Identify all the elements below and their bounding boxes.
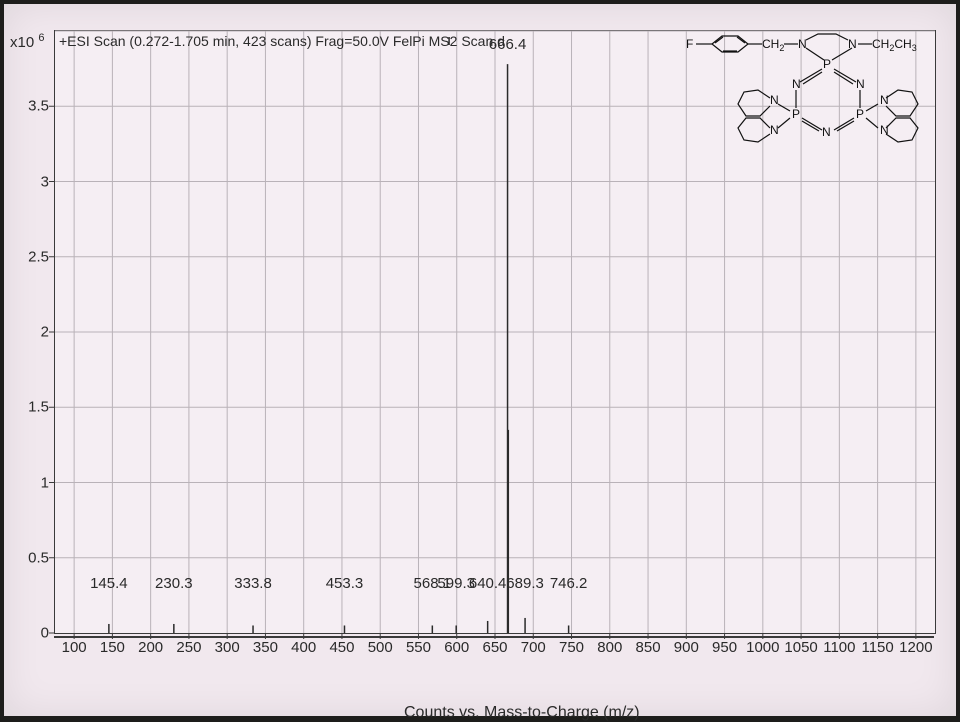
x-tick-label: 100 bbox=[62, 639, 87, 656]
plot-title: +ESI Scan (0.272-1.705 min, 423 scans) F… bbox=[55, 31, 509, 51]
x-tick-label: 250 bbox=[176, 639, 201, 656]
atom-f: F bbox=[686, 37, 693, 51]
x-tick-label: 450 bbox=[329, 639, 354, 656]
y-exp-prefix: x10 bbox=[10, 34, 38, 51]
y-tick-label: 2 bbox=[41, 324, 49, 341]
peak-label: 230.3 bbox=[155, 575, 193, 592]
x-tick-label: 150 bbox=[100, 639, 125, 656]
atom-ch2ch3: CH2CH3 bbox=[872, 37, 917, 53]
y-exp-value: 6 bbox=[38, 32, 44, 44]
x-tick-label: 950 bbox=[712, 639, 737, 656]
x-tick-label: 1050 bbox=[784, 639, 817, 656]
atom-n1: N bbox=[798, 37, 807, 51]
x-tick-label: 750 bbox=[559, 639, 584, 656]
x-tick-label: 650 bbox=[482, 639, 507, 656]
atom-ch2: CH2 bbox=[762, 37, 784, 53]
y-tick-label: 0.5 bbox=[28, 549, 49, 566]
atom-n-pip-ll: N bbox=[770, 123, 779, 137]
x-tick-label: 200 bbox=[138, 639, 163, 656]
baseline-rule bbox=[54, 636, 934, 638]
paper-background: x10 6 +ESI Scan (0.272-1.705 min, 423 sc… bbox=[4, 4, 956, 716]
x-axis-title: Counts vs. Mass-to-Charge (m/z) bbox=[404, 704, 640, 722]
x-tick-label: 850 bbox=[636, 639, 661, 656]
x-tick-label: 300 bbox=[215, 639, 240, 656]
y-axis-exponent: x10 6 bbox=[10, 32, 44, 51]
molecule-svg: F CH2 N N CH2CH3 P N bbox=[684, 34, 934, 174]
x-tick-label: 1150 bbox=[861, 639, 893, 656]
atom-n3: N bbox=[792, 77, 801, 91]
y-tick-label: 3 bbox=[41, 173, 49, 190]
peak-label: 145.4 bbox=[90, 575, 128, 592]
atom-n4: N bbox=[856, 77, 865, 91]
peak-label: 453.3 bbox=[326, 575, 364, 592]
atom-n5: N bbox=[822, 125, 831, 139]
x-tick-label: 350 bbox=[253, 639, 278, 656]
peak-label: 640.4 bbox=[469, 575, 507, 592]
atom-n-pip-ul: N bbox=[770, 93, 779, 107]
peak-label: 333.8 bbox=[234, 575, 272, 592]
x-tick-label: 500 bbox=[368, 639, 393, 656]
atom-p-top: P bbox=[823, 57, 831, 71]
molecule-structure: F CH2 N N CH2CH3 P N bbox=[684, 34, 934, 174]
y-tick-label: 0 bbox=[41, 625, 49, 642]
atom-n-pip-ur: N bbox=[880, 93, 889, 107]
x-tick-label: 400 bbox=[291, 639, 316, 656]
x-tick-label: 600 bbox=[444, 639, 469, 656]
x-tick-label: 1000 bbox=[746, 639, 779, 656]
y-tick-label: 1.5 bbox=[28, 399, 49, 416]
y-tick-label: 2.5 bbox=[28, 248, 49, 265]
x-tick-label: 800 bbox=[597, 639, 622, 656]
y-tick-label: 3.5 bbox=[28, 98, 49, 115]
atom-n2: N bbox=[848, 37, 857, 51]
x-tick-label: 550 bbox=[406, 639, 431, 656]
atom-p-left: P bbox=[792, 107, 800, 121]
peak-label: 666.4 bbox=[489, 36, 527, 53]
x-tick-label: 1100 bbox=[823, 639, 855, 656]
x-tick-label: 700 bbox=[521, 639, 546, 656]
y-tick-label: 1 bbox=[41, 474, 49, 491]
x-tick-label: 900 bbox=[674, 639, 699, 656]
peak-label: 689.3 bbox=[506, 575, 544, 592]
x-tick-label: 1200 bbox=[899, 639, 932, 656]
peak-label: 746.2 bbox=[550, 575, 588, 592]
atom-p-right: P bbox=[856, 107, 864, 121]
